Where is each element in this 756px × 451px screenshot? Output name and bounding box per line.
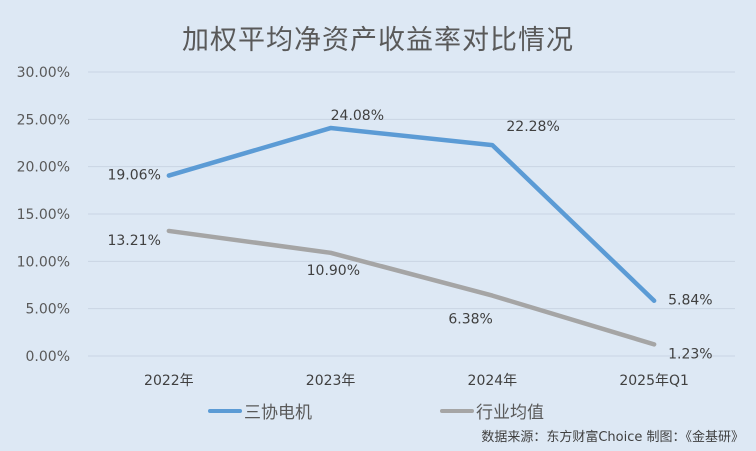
- x-tick-label: 2022年: [144, 373, 194, 389]
- legend-swatch-blue: [208, 408, 242, 413]
- legend-item-industry: 行业均值: [440, 398, 544, 423]
- x-tick-label: 2024年: [468, 373, 518, 389]
- data-label: 10.90%: [307, 263, 360, 279]
- data-label: 5.84%: [668, 293, 712, 309]
- y-tick-label: 15.00%: [17, 207, 70, 223]
- legend-label: 三协电机: [244, 403, 312, 423]
- data-label: 13.21%: [107, 233, 160, 249]
- data-label: 19.06%: [107, 168, 160, 184]
- y-tick-label: 25.00%: [17, 112, 70, 128]
- chart-title: 加权平均净资产收益率对比情况: [182, 25, 574, 56]
- x-tick-label: 2023年: [306, 373, 356, 389]
- y-tick-label: 30.00%: [17, 65, 70, 81]
- legend-swatch-gray: [440, 408, 474, 413]
- x-tick-label: 2025年Q1: [619, 373, 689, 389]
- y-tick-label: 20.00%: [17, 160, 70, 176]
- y-tick-label: 0.00%: [26, 349, 70, 365]
- series-line-0: [166, 125, 657, 303]
- data-label: 24.08%: [331, 108, 384, 124]
- data-label: 6.38%: [448, 312, 492, 328]
- source-note: 数据来源：东方财富Choice 制图：《金基研》: [481, 430, 744, 445]
- series-line-1: [166, 228, 657, 347]
- y-tick-label: 10.00%: [17, 254, 70, 270]
- legend-label: 行业均值: [476, 403, 544, 423]
- y-tick-label: 5.00%: [26, 302, 70, 318]
- legend-item-sanxie: 三协电机: [208, 398, 312, 423]
- data-label: 22.28%: [506, 119, 559, 135]
- data-label: 1.23%: [668, 346, 712, 362]
